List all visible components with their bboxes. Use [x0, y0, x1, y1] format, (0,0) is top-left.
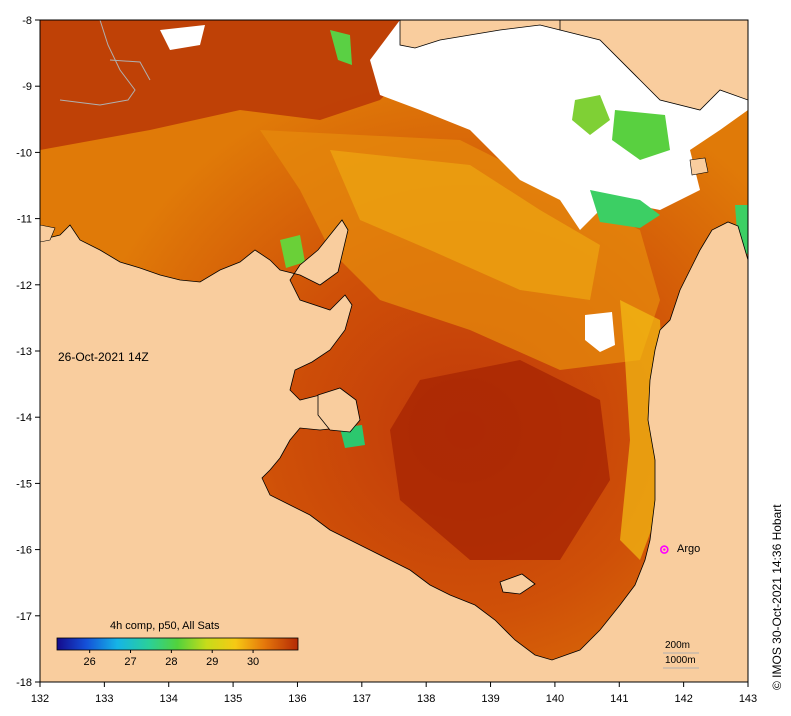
y-axis: -8 -9 -10 -11 -12 -13 -14 -15 -16 -17 -18 — [16, 15, 40, 689]
colorbar-tick-label: 29 — [206, 656, 218, 668]
argo-label: Argo — [677, 543, 701, 555]
colorbar-title: 4h comp, p50, All Sats — [110, 620, 220, 632]
x-axis: 132 133 134 135 136 137 138 139 140 141 142 143 — [31, 682, 757, 705]
y-tick-label: -15 — [16, 478, 32, 490]
credit-label: © IMOS 30-Oct-2021 14:36 Hobart — [770, 504, 784, 690]
y-tick-label: -17 — [16, 611, 32, 623]
depth-contour-200m — [109, 59, 151, 81]
cool-patch — [572, 95, 610, 135]
land-wellesley-islands — [499, 573, 536, 595]
y-tick-label: -8 — [22, 15, 32, 27]
x-tick-label: 139 — [481, 693, 499, 705]
cloud-mask-gulf — [585, 312, 615, 352]
y-tick-label: -16 — [16, 545, 32, 557]
plot-area — [40, 20, 748, 682]
land-groote-eylandt — [317, 387, 361, 433]
y-tick-label: -13 — [16, 346, 32, 358]
depth-legend-200-label: 200m — [665, 640, 691, 651]
x-tick-label: 140 — [546, 693, 564, 705]
date-label: 26-Oct-2021 14Z — [58, 350, 149, 364]
argo-float-icon — [660, 545, 669, 554]
colorbar-tick-label: 30 — [247, 656, 259, 668]
cool-patch — [280, 235, 305, 268]
land-island — [689, 157, 709, 176]
colorbar-tick-label: 27 — [124, 656, 136, 668]
x-tick-label: 141 — [610, 693, 628, 705]
land-new-guinea-east — [559, 20, 748, 111]
y-tick-label: -11 — [17, 214, 32, 226]
colorbar-ticks: 26 27 28 29 30 — [84, 650, 259, 668]
land-australia — [40, 219, 748, 682]
x-tick-label: 133 — [95, 693, 113, 705]
depth-legend-1000-label: 1000m — [665, 655, 696, 666]
cloud-mask-small — [160, 25, 205, 50]
sst-zone-warm — [330, 150, 600, 300]
y-tick-label: -12 — [16, 280, 32, 292]
depth-contour-1000m — [59, 20, 136, 106]
colorbar-tick-label: 28 — [165, 656, 177, 668]
x-tick-label: 136 — [288, 693, 306, 705]
colorbar-tick-label: 26 — [84, 656, 96, 668]
x-tick-label: 134 — [160, 693, 178, 705]
x-tick-label: 142 — [674, 693, 692, 705]
colorbar — [56, 637, 299, 651]
x-tick-label: 137 — [353, 693, 371, 705]
y-tick-label: -9 — [22, 81, 32, 93]
sst-zone-gulf-centre — [390, 360, 610, 560]
x-tick-label: 132 — [31, 693, 49, 705]
sst-zone-northwest — [40, 20, 420, 150]
cool-patch — [590, 190, 660, 228]
x-tick-label: 138 — [417, 693, 435, 705]
y-tick-label: -14 — [16, 412, 32, 424]
land-island — [40, 224, 56, 243]
y-tick-label: -10 — [16, 147, 32, 159]
x-tick-label: 143 — [739, 693, 757, 705]
x-tick-label: 135 — [224, 693, 242, 705]
cool-patch — [612, 110, 670, 160]
y-tick-label: -18 — [16, 677, 32, 689]
cool-patch — [330, 30, 352, 65]
